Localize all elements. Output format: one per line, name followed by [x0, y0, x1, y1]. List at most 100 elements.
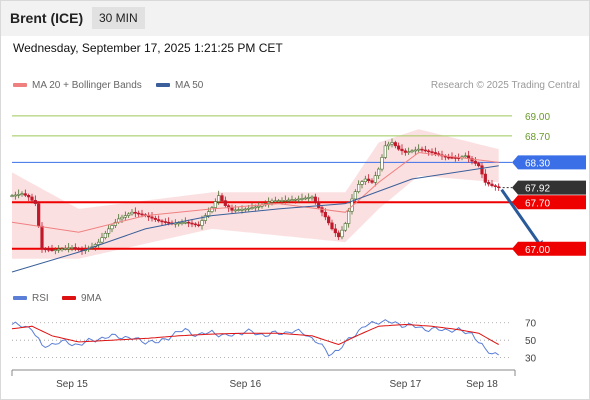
bollinger-band	[12, 129, 499, 259]
candle-body	[477, 163, 481, 167]
candle-body	[120, 216, 124, 220]
candle-body	[133, 211, 137, 214]
candle-body	[160, 220, 164, 223]
instrument-title: Brent (ICE)	[10, 10, 84, 26]
candle-body	[310, 196, 314, 199]
ma20-label: MA 20 + Bollinger Bands	[32, 80, 142, 91]
candle-body	[293, 198, 297, 201]
candle-body	[220, 195, 224, 201]
candle-body	[253, 206, 257, 209]
credit-text: Research © 2025 Trading Central	[430, 80, 580, 91]
candle-body	[300, 198, 304, 200]
rsi-label: RSI	[32, 293, 49, 304]
rsi-tick-label-50: 50	[525, 336, 537, 347]
rsi-line	[11, 319, 499, 357]
candle-body	[77, 248, 81, 250]
candle-body	[57, 248, 61, 251]
candle-body	[50, 249, 54, 251]
candle-body	[73, 247, 77, 249]
candle-body	[463, 155, 467, 158]
candle-body	[373, 175, 377, 183]
candle-body	[20, 193, 24, 195]
price-badge-label-67.92: 67.92	[525, 184, 550, 195]
candle-body	[63, 248, 67, 250]
candle-body	[53, 249, 57, 251]
candle-body	[487, 182, 491, 185]
price-badge-label-68.30: 68.30	[525, 158, 550, 169]
candle-body	[153, 217, 157, 220]
candle-body	[203, 215, 207, 221]
candle-body	[380, 157, 384, 170]
candle-body	[357, 184, 361, 192]
candle-body	[447, 156, 451, 159]
candle-body	[347, 210, 351, 224]
candle-body	[367, 178, 371, 181]
candle-body	[217, 195, 221, 202]
candle-body	[370, 180, 374, 183]
candle-body	[110, 225, 114, 230]
candle-body	[223, 200, 227, 206]
candle-body	[483, 173, 487, 183]
candle-body	[327, 216, 331, 224]
candle-body	[397, 145, 401, 150]
candle-body	[17, 194, 21, 196]
candle-body	[297, 198, 301, 201]
candle-body	[187, 221, 191, 224]
candle-body	[33, 199, 37, 204]
candle-body	[27, 195, 31, 198]
candle-body	[250, 207, 254, 209]
candle-body	[340, 229, 344, 238]
candle-body	[270, 200, 274, 203]
price-badge-67.92	[512, 180, 586, 195]
candle-body	[127, 213, 131, 216]
candle-body	[317, 201, 321, 208]
candle-body	[417, 148, 421, 151]
timeframe-button[interactable]: 30 MIN	[92, 7, 145, 29]
candle-body	[480, 165, 484, 175]
candle-body	[163, 221, 167, 223]
candle-body	[420, 148, 424, 151]
candle-body	[140, 213, 144, 216]
candle-body	[167, 221, 171, 224]
candle-body	[277, 200, 281, 202]
rsi-tick-label-30: 30	[525, 354, 537, 365]
candle-body	[430, 151, 434, 153]
candle-body	[493, 185, 497, 187]
candle-body	[497, 186, 501, 188]
candle-body	[387, 143, 391, 147]
candle-body	[103, 232, 107, 239]
candle-body	[413, 149, 417, 152]
candle-body	[190, 222, 194, 225]
candle-body	[337, 232, 341, 238]
price-badge-label-67.00: 67.00	[525, 245, 550, 256]
candle-body	[307, 197, 311, 199]
candle-body	[43, 248, 47, 251]
candle-body	[13, 194, 17, 197]
candle-body	[393, 142, 397, 147]
price-badge-67.00	[512, 241, 586, 256]
x-tick-label-Sep-17: Sep 17	[389, 379, 421, 390]
candle-body	[403, 150, 407, 153]
candle-body	[193, 223, 197, 226]
candle-body	[320, 207, 324, 213]
rsi-tick-label-70: 70	[525, 319, 537, 330]
price-badge-68.30	[512, 155, 586, 170]
legend-rsi-ma: 9MA	[62, 293, 102, 304]
candle-body	[60, 248, 64, 251]
rsi-swatch	[13, 296, 27, 301]
candle-body	[333, 228, 337, 234]
ma20-line	[11, 151, 499, 233]
candle-body	[363, 178, 367, 182]
candle-body	[180, 222, 184, 224]
candle-body	[213, 201, 217, 208]
candle-body	[323, 211, 327, 218]
candle-body	[467, 155, 471, 159]
candle-body	[23, 193, 27, 196]
candle-body	[400, 148, 404, 152]
candle-body	[100, 237, 104, 243]
candle-body	[280, 200, 284, 202]
candle-body	[383, 145, 387, 158]
candle-body	[450, 156, 454, 159]
candle-body	[240, 208, 244, 211]
rsi-ma-label: 9MA	[81, 293, 102, 304]
